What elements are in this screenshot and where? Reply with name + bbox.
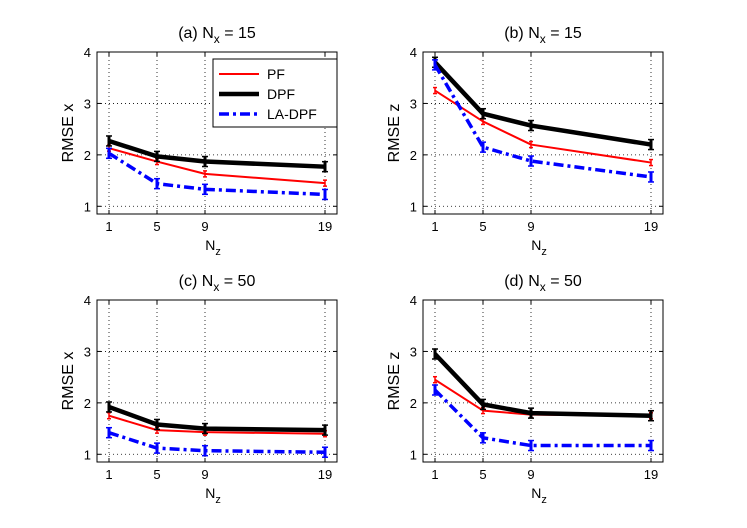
- series-line-dpf: [108, 404, 326, 433]
- series-line-la-dpf: [433, 63, 652, 179]
- series-line-pf: [108, 147, 326, 185]
- series-line-dpf: [433, 352, 652, 418]
- y-tick-label: 2: [410, 148, 417, 163]
- chart-title-main: (c) N: [179, 273, 214, 290]
- y-tick-label: 3: [84, 344, 91, 359]
- y-tick-label: 2: [410, 396, 417, 411]
- x-axis-label: Nz: [205, 485, 221, 506]
- y-axis-label: RMSE z: [386, 352, 403, 411]
- y-tick-label: 3: [410, 96, 417, 111]
- panel-a: 1 5 9 19 1 2 3 4 (a) Nx = 15 Nz RMSE x PF DPF LA-DPF: [60, 25, 338, 258]
- x-tick-label: 1: [431, 467, 438, 482]
- y-tick-label: 2: [84, 148, 91, 163]
- x-axis-label-main: N: [205, 485, 215, 501]
- legend-label: DPF: [267, 86, 295, 102]
- y-tick-label: 3: [410, 344, 417, 359]
- y-tick-label: 1: [410, 199, 417, 214]
- axes-frame: [422, 51, 664, 215]
- chart-title: (d) Nx = 50: [504, 273, 582, 294]
- legend-label: LA-DPF: [267, 106, 317, 122]
- x-tick-label: 9: [527, 219, 534, 234]
- x-axis-label: Nz: [205, 237, 221, 258]
- series-line-dpf: [433, 60, 652, 147]
- y-axis-label: RMSE x: [60, 104, 77, 163]
- chart-title: (b) Nx = 15: [504, 25, 582, 46]
- axes-frame: [96, 51, 338, 215]
- x-axis-label: Nz: [531, 237, 547, 258]
- chart-title-main: (d) N: [504, 273, 540, 290]
- series-line-pf: [108, 414, 326, 435]
- x-tick-label: 5: [153, 219, 160, 234]
- panel-c: 1 5 9 19 1 2 3 4 (c) Nx = 50 Nz RMSE x: [60, 273, 338, 506]
- chart-title-tail: = 50: [546, 273, 582, 290]
- chart-title-tail: = 15: [546, 25, 582, 42]
- chart-title-tail: = 15: [220, 25, 256, 42]
- axes-frame: [96, 299, 338, 463]
- legend-label: PF: [267, 66, 285, 82]
- chart-title: (c) Nx = 50: [179, 273, 256, 294]
- axes-frame: [422, 299, 664, 463]
- x-tick-label: 9: [201, 467, 208, 482]
- y-tick-label: 4: [410, 293, 417, 308]
- x-tick-label: 19: [644, 219, 658, 234]
- legend: PF DPF LA-DPF: [212, 58, 338, 128]
- x-tick-label: 1: [105, 467, 112, 482]
- x-axis-label-subscript: z: [215, 494, 221, 506]
- x-axis-label-main: N: [531, 485, 541, 501]
- y-tick-label: 4: [84, 45, 91, 60]
- x-axis-label-main: N: [531, 237, 541, 253]
- x-tick-label: 1: [105, 219, 112, 234]
- y-tick-label: 4: [410, 45, 417, 60]
- panel-d: 1 5 9 19 1 2 3 4 (d) Nx = 50 Nz RMSE z: [386, 273, 664, 506]
- chart-title-subscript: x: [214, 32, 220, 46]
- series-line-dpf: [108, 138, 326, 169]
- x-tick-label: 19: [644, 467, 658, 482]
- x-tick-label: 1: [431, 219, 438, 234]
- y-tick-label: 2: [84, 396, 91, 411]
- chart-title: (a) Nx = 15: [178, 25, 256, 46]
- chart-title-tail: = 50: [219, 273, 255, 290]
- y-axis-label: RMSE x: [60, 352, 77, 411]
- x-tick-label: 5: [479, 219, 486, 234]
- x-axis-label-subscript: z: [541, 246, 547, 258]
- y-tick-label: 1: [410, 447, 417, 462]
- chart-title-main: (a) N: [178, 25, 214, 42]
- x-axis-label-subscript: z: [541, 494, 547, 506]
- x-tick-label: 5: [153, 467, 160, 482]
- y-axis-label: RMSE z: [386, 104, 403, 163]
- y-tick-label: 3: [84, 96, 91, 111]
- series-line-la-dpf: [108, 151, 326, 197]
- chart-title-subscript: x: [540, 32, 546, 46]
- series-line-la-dpf: [433, 388, 651, 448]
- chart-title-subscript: x: [540, 280, 546, 294]
- x-axis-label-main: N: [205, 237, 215, 253]
- x-axis-label: Nz: [531, 485, 547, 506]
- x-tick-label: 9: [201, 219, 208, 234]
- panel-b: 1 5 9 19 1 2 3 4 (b) Nx = 15 Nz RMSE z: [386, 25, 664, 258]
- y-tick-label: 1: [84, 199, 91, 214]
- x-tick-label: 19: [318, 467, 332, 482]
- series-line-la-dpf: [108, 431, 326, 454]
- x-tick-label: 5: [479, 467, 486, 482]
- x-axis-label-subscript: z: [215, 246, 221, 258]
- x-tick-label: 19: [318, 219, 332, 234]
- chart-title-subscript: x: [213, 280, 219, 294]
- y-tick-label: 1: [84, 447, 91, 462]
- x-tick-label: 9: [527, 467, 534, 482]
- chart-title-main: (b) N: [504, 25, 540, 42]
- y-tick-label: 4: [84, 293, 91, 308]
